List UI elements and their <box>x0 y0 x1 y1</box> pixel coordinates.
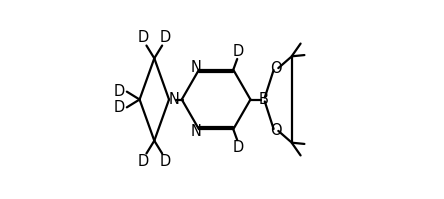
Text: D: D <box>233 140 244 155</box>
Text: B: B <box>258 92 268 107</box>
Text: D: D <box>159 154 171 169</box>
Text: N: N <box>190 124 202 139</box>
Text: D: D <box>159 30 171 45</box>
Text: D: D <box>138 154 149 169</box>
Text: D: D <box>114 100 125 115</box>
Text: D: D <box>138 30 149 45</box>
Text: N: N <box>190 60 202 75</box>
Text: N: N <box>168 92 179 107</box>
Text: O: O <box>270 61 282 76</box>
Text: D: D <box>114 84 125 99</box>
Text: O: O <box>270 123 282 138</box>
Text: D: D <box>233 44 244 59</box>
